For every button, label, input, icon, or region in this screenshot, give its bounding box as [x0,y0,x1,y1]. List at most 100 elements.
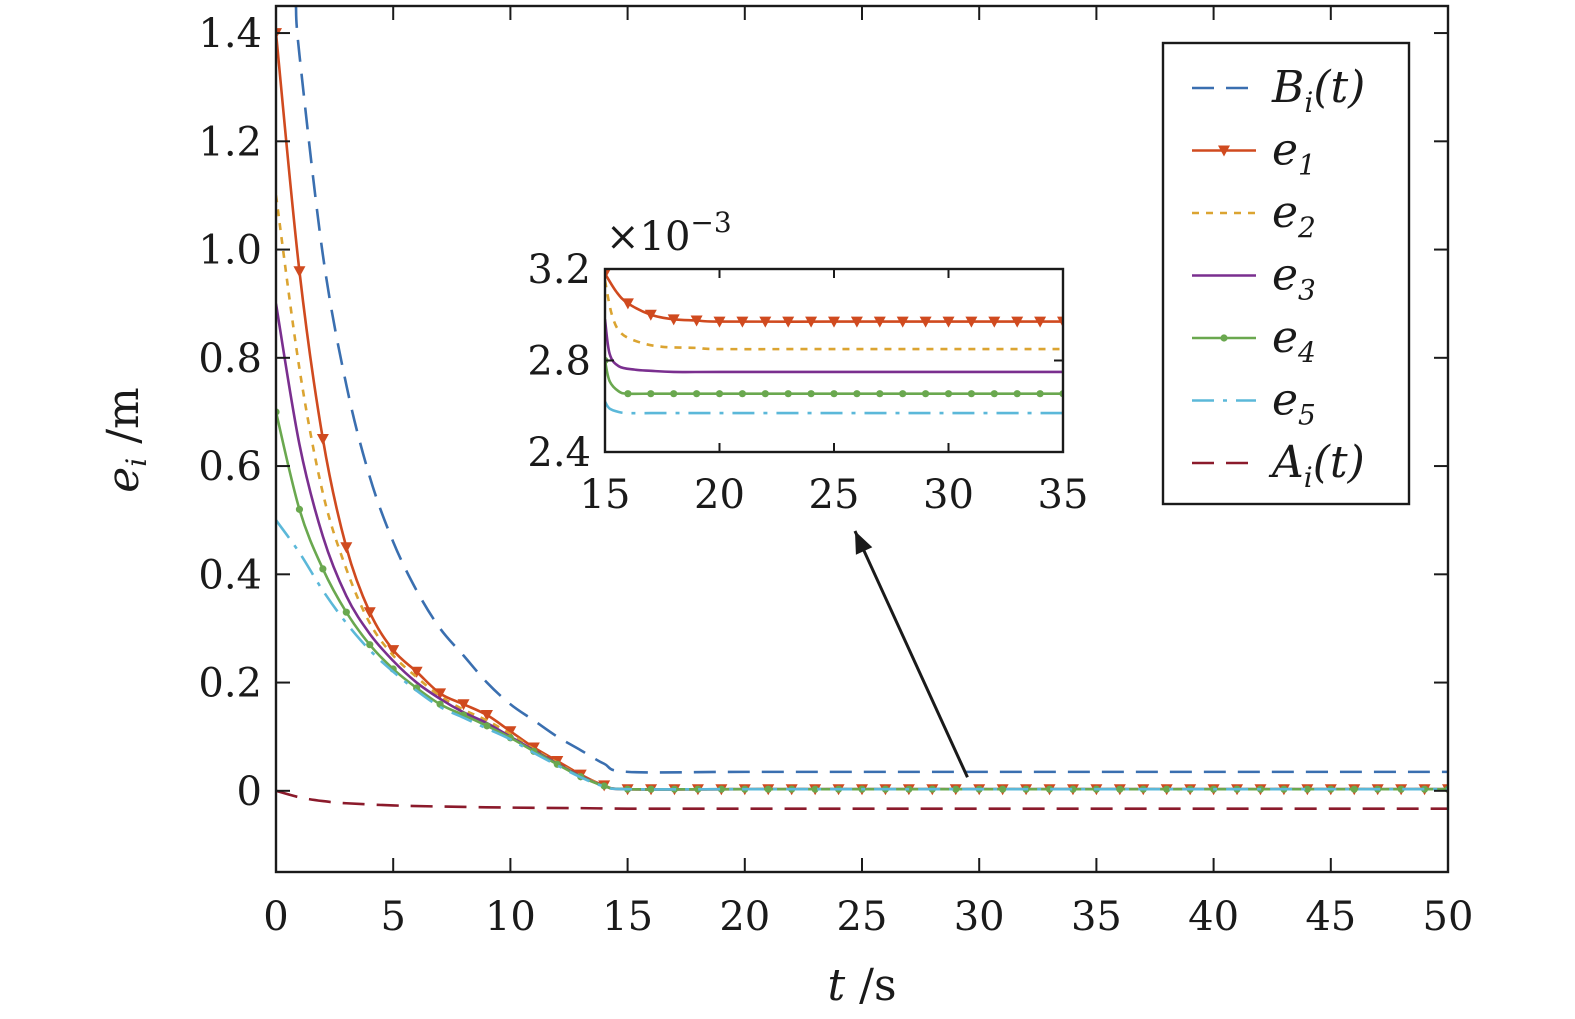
main-series-e4-marker [647,785,655,793]
main-series-e4-marker [1045,785,1054,793]
inset-background [605,269,1063,452]
inset-series-e1-marker [736,316,749,328]
main-x-tick-label: 0 [263,894,288,940]
inset-series-group [605,269,1063,415]
main-series-e4-marker [342,608,350,616]
main-x-tick-label: 45 [1305,894,1356,940]
inset-y-tick-label: 2.8 [527,339,591,385]
inset-series-e1-marker [621,298,634,310]
inset-scale-label: ×10−3 [606,206,732,260]
main-series-e4-marker [1163,785,1171,793]
main-series-Ai-line [276,789,1448,811]
main-series-e4-marker [1303,785,1311,793]
inset-x-tick-label: 35 [1038,472,1089,518]
main-x-tick-label: 35 [1071,894,1122,940]
inset-series-e1-marker [690,315,703,327]
inset-series-e4-marker [761,390,769,398]
main-series-e4-marker [483,722,491,730]
main-series-e4-marker [1420,785,1429,793]
legend-box [1161,41,1411,506]
inset-series-e1-marker [605,269,611,280]
inset-series-e4-marker [967,390,976,398]
main-x-tick-label: 10 [485,894,536,940]
legend-item-e2-label: e2 [1272,187,1316,244]
main-series-e1-marker [410,666,423,678]
inset-series-e4-marker [1036,390,1044,398]
inset-series-e4-marker [807,390,815,398]
main-x-tick-label: 15 [602,894,653,940]
inset-series-e1-marker [850,316,863,328]
main-series-e1-marker [340,542,353,554]
main-series-e4-marker [295,505,304,513]
inset-series-e1-marker [896,316,909,328]
legend-item-e1-marker [1218,145,1230,157]
inset-series-e4-marker [738,390,747,398]
main-y-tick-label: 0.8 [198,336,262,382]
inset-series-e4-marker [624,390,632,398]
arrow-shaft [853,530,969,778]
main-x-tick-label: 5 [380,894,405,940]
inset-series-e1-marker [1011,316,1024,328]
inset-series-e4-marker [876,390,884,398]
inset-series-e1-marker [965,316,978,328]
main-series-e4-marker [999,785,1007,793]
main-series-e4-marker [436,700,444,708]
main-series-e5-line [276,519,1448,791]
inset-series-e1-marker [1034,316,1047,328]
main-series-Bi-line [294,6,1448,774]
inset-series-e4-marker [715,390,724,398]
legend-item-Bi-label: Bi(t) [1271,62,1365,119]
inset-series-e1-marker [942,316,955,328]
inset-series-e1-marker [644,309,657,321]
annotation-arrow [853,530,969,778]
legend-item-Ai-label: Ai(t) [1268,437,1365,494]
inset-y-tick-label: 2.4 [527,430,591,476]
main-x-tick-label: 20 [719,894,770,940]
main-series-e1-marker [316,434,329,445]
main-series-e4-marker [952,785,960,793]
legend-item-e4-marker [1220,334,1228,342]
legend-item-e1-label: e1 [1272,125,1316,182]
inset-series-e1-marker [713,316,726,328]
inset-series-e1-marker [919,316,932,328]
inset-series-e4-marker [670,390,678,398]
inset-x-tick-label: 25 [809,472,860,518]
inset-series-e4-marker [693,390,701,398]
inset-x-tick-label: 20 [694,472,745,518]
main-series-e1-marker [363,607,376,619]
main-series-e4-marker [811,785,819,793]
main-series-e4-marker [1069,785,1077,793]
inset-series-e1-marker [782,316,795,328]
inset-series-e4-marker [784,390,792,398]
inset-x-tick-label: 30 [923,472,974,518]
main-y-tick-label: 0.6 [198,444,262,490]
main-series-e4-marker [764,785,772,793]
main-y-tick-label: 0 [237,769,262,815]
main-series-e4-marker [319,565,327,573]
main-series-e1-marker [434,688,447,700]
inset-series-e4-marker [853,390,861,398]
legend-item-e5-label: e5 [1272,375,1316,432]
main-y-tick-label: 1.4 [198,11,262,57]
main-series-e4-marker [600,782,608,790]
main-series-e2-line [276,195,1448,791]
main-y-tick-label: 1.0 [198,228,262,274]
inset-series-e4-marker [922,390,930,398]
y-axis-label: ei /m [98,387,153,493]
arrow-head [854,531,873,555]
inset-series-e4-marker [647,390,655,398]
inset-x-tick-label: 15 [580,472,631,518]
inset-series-e1-marker [873,316,886,328]
inset-series-e1-marker [805,316,818,328]
main-series-e1-marker [387,645,400,657]
main-plot: 0 5 10 15 20 25 30 35 40 45 50 0 0.2 0.4 0.6 0.8 1.0 1.2 1… [98,4,1473,1011]
main-series-e1-marker [293,266,306,278]
main-series-e4-marker [1397,785,1405,793]
inset-series-e1-marker [988,316,1001,328]
main-series-e4-marker [366,641,374,649]
inset-series-e4-marker [1013,390,1021,398]
inset-series-e1-marker [759,316,772,328]
main-series-group [276,6,1448,811]
